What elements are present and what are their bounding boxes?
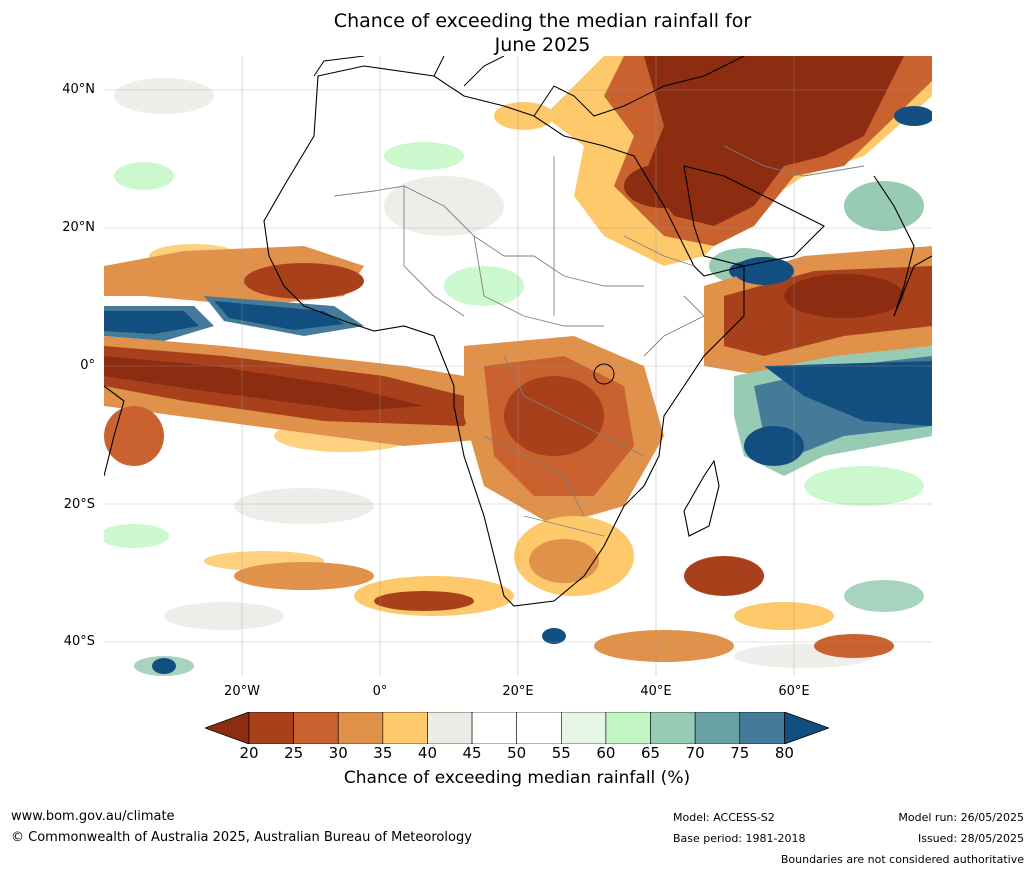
lat-label-20s: 20°S bbox=[63, 497, 95, 512]
country-borders bbox=[333, 145, 865, 537]
colorbar-segment bbox=[516, 712, 562, 744]
rainfall-map bbox=[99, 55, 934, 676]
lat-label-20n: 20°N bbox=[62, 220, 95, 235]
map-title: Chance of exceeding the median rainfall … bbox=[0, 9, 1035, 57]
madagascar-coastline bbox=[683, 459, 720, 537]
lon-label-20e: 20°E bbox=[502, 684, 534, 699]
graticule bbox=[104, 56, 932, 676]
footer-model: Model: ACCESS-S2 bbox=[673, 811, 775, 824]
colorbar-tick-label: 70 bbox=[685, 744, 705, 762]
colorbar-extend-high bbox=[783, 712, 829, 744]
colorbar-tick-label: 30 bbox=[328, 744, 348, 762]
south-america-coastline bbox=[103, 385, 125, 477]
colorbar-extend-low bbox=[205, 712, 250, 744]
colorbar-segment bbox=[739, 712, 785, 744]
colorbar-segment bbox=[650, 712, 696, 744]
colorbar-segment bbox=[337, 712, 384, 744]
colorbar-segment bbox=[694, 712, 741, 744]
colorbar-tick-label: 80 bbox=[774, 744, 794, 762]
lat-label-40s: 40°S bbox=[63, 634, 95, 649]
colorbar-tick-label: 50 bbox=[507, 744, 527, 762]
colorbar-tick-label: 20 bbox=[239, 744, 259, 762]
map-canvas bbox=[99, 55, 934, 676]
colorbar-tick-label: 45 bbox=[462, 744, 482, 762]
colorbar-segment bbox=[427, 712, 473, 744]
europe-coastline bbox=[313, 55, 745, 117]
colorbar bbox=[205, 712, 829, 744]
colorbar-segment bbox=[293, 712, 339, 744]
colorbar-tick-label: 40 bbox=[417, 744, 437, 762]
lat-label-40n: 40°N bbox=[62, 82, 95, 97]
colorbar-tick-label: 35 bbox=[373, 744, 393, 762]
footer-website[interactable]: www.bom.gov.au/climate bbox=[11, 809, 175, 824]
colorbar-tick-label: 75 bbox=[730, 744, 750, 762]
lon-label-20w: 20°W bbox=[224, 684, 260, 699]
colorbar-tick-label: 60 bbox=[596, 744, 616, 762]
footer-model-run: Model run: 26/05/2025 bbox=[898, 811, 1024, 824]
lon-label-40e: 40°E bbox=[640, 684, 672, 699]
lon-label-60e: 60°E bbox=[778, 684, 810, 699]
africa-coastline bbox=[263, 65, 745, 607]
colorbar-segment bbox=[605, 712, 651, 744]
colorbar-tick-label: 25 bbox=[284, 744, 304, 762]
colorbar-segment bbox=[248, 712, 294, 744]
title-line-2: June 2025 bbox=[494, 34, 591, 56]
colorbar-tick-label: 55 bbox=[551, 744, 571, 762]
title-line-1: Chance of exceeding the median rainfall … bbox=[333, 10, 752, 32]
footer-issued: Issued: 28/05/2025 bbox=[917, 832, 1024, 845]
arabia-coastline bbox=[683, 165, 825, 267]
footer-copyright: © Commonwealth of Australia 2025, Austra… bbox=[11, 830, 472, 845]
lat-label-0: 0° bbox=[80, 358, 95, 373]
colorbar-segment bbox=[382, 712, 428, 744]
colorbar-segment bbox=[561, 712, 607, 744]
colorbar-tick-label: 65 bbox=[640, 744, 661, 762]
footer-base-period: Base period: 1981-2018 bbox=[673, 832, 806, 845]
footer-disclaimer: Boundaries are not considered authoritat… bbox=[780, 853, 1024, 866]
lon-label-0: 0° bbox=[372, 684, 388, 699]
colorbar-label: Chance of exceeding median rainfall (%) bbox=[343, 768, 691, 788]
india-coastline bbox=[873, 175, 933, 317]
colorbar-segment bbox=[471, 712, 517, 744]
